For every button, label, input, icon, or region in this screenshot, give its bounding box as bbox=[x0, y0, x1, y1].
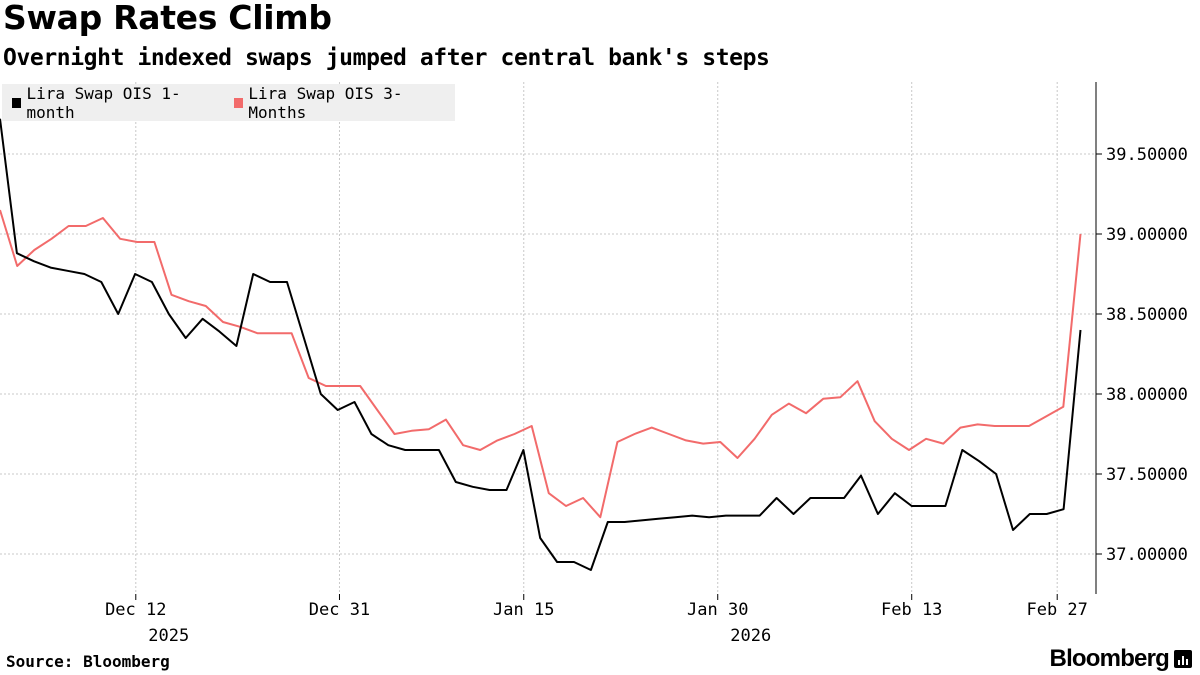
series-line-3-months bbox=[0, 209, 1082, 519]
legend-label-3-months: Lira Swap OIS 3-Months bbox=[248, 83, 403, 122]
bloomberg-logo: Bloomberg bbox=[1050, 645, 1192, 673]
x-year-label: 2025 bbox=[148, 626, 189, 646]
chart-title: Swap Rates Climb bbox=[3, 0, 332, 37]
x-tick-label: Feb 27 bbox=[1026, 600, 1087, 620]
y-tick-label: 37.00000 bbox=[1106, 545, 1188, 565]
chart-legend: Lira Swap OIS 1-month Lira Swap OIS 3-Mo… bbox=[2, 83, 455, 122]
legend-swatch-1-month bbox=[12, 97, 22, 108]
y-tick-label: 37.50000 bbox=[1106, 465, 1188, 485]
y-tick-label: 38.50000 bbox=[1106, 305, 1188, 325]
y-tick-label: 38.00000 bbox=[1106, 385, 1188, 405]
chart-subtitle: Overnight indexed swaps jumped after cen… bbox=[3, 45, 770, 71]
y-tick-label: 39.50000 bbox=[1106, 145, 1188, 165]
legend-item-1-month: Lira Swap OIS 1-month bbox=[12, 84, 218, 122]
x-year-label: 2026 bbox=[730, 626, 771, 646]
x-tick-label: Dec 31 bbox=[309, 600, 370, 620]
y-tick-label: 39.00000 bbox=[1106, 225, 1188, 245]
x-tick-label: Feb 13 bbox=[881, 600, 942, 620]
bloomberg-chart-icon bbox=[1174, 650, 1192, 668]
x-tick-label: Jan 30 bbox=[687, 600, 748, 620]
legend-swatch-3-months bbox=[233, 97, 244, 108]
legend-item-3-months: Lira Swap OIS 3-Months bbox=[233, 83, 449, 122]
x-tick-label: Jan 15 bbox=[493, 600, 554, 620]
source-note: Source: Bloomberg bbox=[6, 652, 170, 671]
series-line-1-month bbox=[0, 118, 1082, 571]
brand-name: Bloomberg bbox=[1049, 645, 1170, 672]
x-tick-label: Dec 12 bbox=[105, 600, 166, 620]
legend-label-1-month: Lira Swap OIS 1-month bbox=[26, 83, 181, 122]
